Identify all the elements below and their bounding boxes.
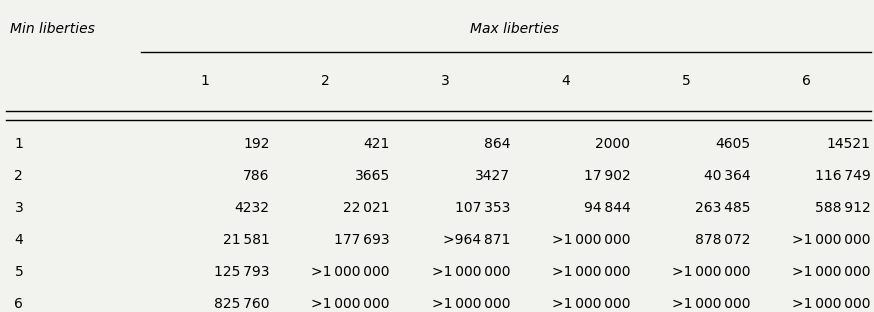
Text: >1 000 000: >1 000 000 — [551, 297, 630, 311]
Text: 5: 5 — [682, 74, 690, 88]
Text: >1 000 000: >1 000 000 — [311, 297, 390, 311]
Text: >1 000 000: >1 000 000 — [672, 297, 751, 311]
Text: 1: 1 — [15, 137, 24, 151]
Text: >1 000 000: >1 000 000 — [793, 233, 871, 247]
Text: >1 000 000: >1 000 000 — [793, 297, 871, 311]
Text: 825 760: 825 760 — [214, 297, 270, 311]
Text: 125 793: 125 793 — [214, 265, 270, 279]
Text: 1: 1 — [201, 74, 210, 88]
Text: 14521: 14521 — [827, 137, 871, 151]
Text: 786: 786 — [243, 169, 270, 183]
Text: Max liberties: Max liberties — [470, 22, 559, 36]
Text: >1 000 000: >1 000 000 — [793, 265, 871, 279]
Text: Min liberties: Min liberties — [10, 22, 95, 36]
Text: 6: 6 — [15, 297, 24, 311]
Text: 421: 421 — [364, 137, 390, 151]
Text: 107 353: 107 353 — [454, 201, 510, 215]
Text: 878 072: 878 072 — [695, 233, 751, 247]
Text: >1 000 000: >1 000 000 — [551, 265, 630, 279]
Text: >1 000 000: >1 000 000 — [432, 265, 510, 279]
Text: 3: 3 — [441, 74, 450, 88]
Text: 588 912: 588 912 — [815, 201, 871, 215]
Text: 3: 3 — [15, 201, 24, 215]
Text: >1 000 000: >1 000 000 — [672, 265, 751, 279]
Text: 4: 4 — [15, 233, 24, 247]
Text: 116 749: 116 749 — [815, 169, 871, 183]
Text: 4232: 4232 — [235, 201, 270, 215]
Text: 6: 6 — [802, 74, 811, 88]
Text: 2000: 2000 — [595, 137, 630, 151]
Text: 177 693: 177 693 — [335, 233, 390, 247]
Text: 4605: 4605 — [716, 137, 751, 151]
Text: 3427: 3427 — [475, 169, 510, 183]
Text: >1 000 000: >1 000 000 — [311, 265, 390, 279]
Text: >1 000 000: >1 000 000 — [551, 233, 630, 247]
Text: 17 902: 17 902 — [584, 169, 630, 183]
Text: 5: 5 — [15, 265, 24, 279]
Text: 22 021: 22 021 — [343, 201, 390, 215]
Text: 94 844: 94 844 — [584, 201, 630, 215]
Text: 263 485: 263 485 — [695, 201, 751, 215]
Text: >964 871: >964 871 — [443, 233, 510, 247]
Text: 2: 2 — [15, 169, 24, 183]
Text: 864: 864 — [483, 137, 510, 151]
Text: 192: 192 — [243, 137, 270, 151]
Text: 3665: 3665 — [355, 169, 390, 183]
Text: 2: 2 — [321, 74, 329, 88]
Text: 40 364: 40 364 — [704, 169, 751, 183]
Text: 21 581: 21 581 — [223, 233, 270, 247]
Text: 4: 4 — [562, 74, 571, 88]
Text: >1 000 000: >1 000 000 — [432, 297, 510, 311]
